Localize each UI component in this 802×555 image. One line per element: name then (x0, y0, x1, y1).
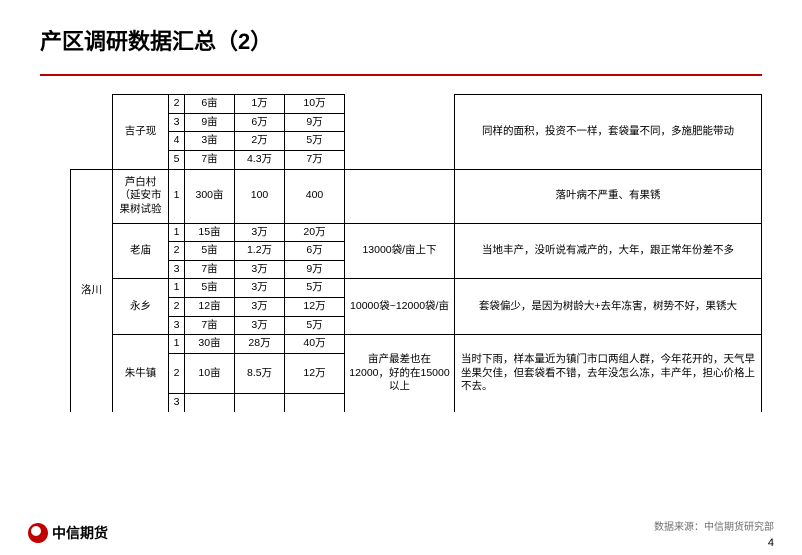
this-cell: 5万 (285, 132, 345, 151)
data-source-label: 数据来源：中信期货研究部 (654, 518, 774, 533)
last-cell: 3万 (235, 279, 285, 298)
note-cell: 同样的面积，投资不一样，套袋量不同，多施肥能带动 (455, 95, 762, 170)
area-cell: 7亩 (185, 150, 235, 169)
idx-cell: 3 (169, 316, 185, 335)
area-cell: 7亩 (185, 260, 235, 279)
this-cell: 40万 (285, 335, 345, 354)
idx-cell: 2 (169, 354, 185, 394)
bag-cell: 亩产最差也在12000，好的在15000以上 (345, 335, 455, 412)
last-cell: 3万 (235, 223, 285, 242)
idx-cell: 1 (169, 335, 185, 354)
area-cell: 12亩 (185, 298, 235, 317)
table-row: 洛川 芦白村（延安市果树试验 1 300亩 100 400 落叶病不严重、有果锈 (71, 169, 762, 223)
village-cell: 永乡 (113, 279, 169, 335)
survey-table: 吉子现 2 6亩 1万 10万 同样的面积，投资不一样，套袋量不同，多施肥能带动… (70, 94, 762, 412)
idx-cell: 3 (169, 113, 185, 132)
last-cell: 3万 (235, 260, 285, 279)
last-cell: 6万 (235, 113, 285, 132)
this-cell: 6万 (285, 242, 345, 261)
this-cell: 12万 (285, 354, 345, 394)
area-cell: 30亩 (185, 335, 235, 354)
last-cell: 4.3万 (235, 150, 285, 169)
area-cell: 9亩 (185, 113, 235, 132)
area-cell: 6亩 (185, 95, 235, 114)
idx-cell: 5 (169, 150, 185, 169)
village-cell: 朱牛镇 (113, 335, 169, 412)
this-cell: 7万 (285, 150, 345, 169)
bag-cell: 13000袋/亩上下 (345, 223, 455, 279)
table-row: 永乡 1 5亩 3万 5万 10000袋~12000袋/亩 套袋偏少，是因为树龄… (71, 279, 762, 298)
area-cell: 5亩 (185, 242, 235, 261)
region-cell (71, 95, 113, 170)
idx-cell: 2 (169, 242, 185, 261)
logo-icon (28, 523, 48, 543)
this-cell: 5万 (285, 279, 345, 298)
this-cell: 10万 (285, 95, 345, 114)
last-cell: 2万 (235, 132, 285, 151)
village-cell: 老庙 (113, 223, 169, 279)
idx-cell: 4 (169, 132, 185, 151)
idx-cell: 3 (169, 260, 185, 279)
idx-cell: 2 (169, 95, 185, 114)
this-cell (285, 394, 345, 412)
region-cell: 洛川 (71, 169, 113, 412)
village-cell: 吉子现 (113, 95, 169, 170)
last-cell: 3万 (235, 316, 285, 335)
last-cell: 8.5万 (235, 354, 285, 394)
last-cell: 100 (235, 169, 285, 223)
this-cell: 400 (285, 169, 345, 223)
table-row: 朱牛镇 1 30亩 28万 40万 亩产最差也在12000，好的在15000以上… (71, 335, 762, 354)
bag-cell (345, 169, 455, 223)
last-cell (235, 394, 285, 412)
note-cell: 落叶病不严重、有果锈 (455, 169, 762, 223)
data-table-container: 吉子现 2 6亩 1万 10万 同样的面积，投资不一样，套袋量不同，多施肥能带动… (0, 76, 802, 412)
area-cell (185, 394, 235, 412)
logo-text: 中信期货 (52, 523, 108, 543)
page-title: 产区调研数据汇总（2） (40, 24, 762, 56)
page-number: 4 (768, 537, 774, 549)
idx-cell: 3 (169, 394, 185, 412)
bag-cell: 10000袋~12000袋/亩 (345, 279, 455, 335)
last-cell: 1.2万 (235, 242, 285, 261)
this-cell: 12万 (285, 298, 345, 317)
last-cell: 1万 (235, 95, 285, 114)
this-cell: 9万 (285, 260, 345, 279)
last-cell: 28万 (235, 335, 285, 354)
last-cell: 3万 (235, 298, 285, 317)
note-cell: 当地丰产，没听说有减产的，大年，跟正常年份差不多 (455, 223, 762, 279)
area-cell: 10亩 (185, 354, 235, 394)
idx-cell: 1 (169, 223, 185, 242)
table-row: 吉子现 2 6亩 1万 10万 同样的面积，投资不一样，套袋量不同，多施肥能带动 (71, 95, 762, 114)
area-cell: 5亩 (185, 279, 235, 298)
note-cell: 套袋偏少，是因为树龄大+去年冻害，树势不好，果锈大 (455, 279, 762, 335)
bag-cell (345, 95, 455, 170)
note-cell: 当时下雨，样本量近为镇门市口两组人群，今年花开的，天气早坐果欠佳，但套袋看不错，… (455, 335, 762, 412)
this-cell: 9万 (285, 113, 345, 132)
area-cell: 3亩 (185, 132, 235, 151)
village-cell: 芦白村（延安市果树试验 (113, 169, 169, 223)
idx-cell: 1 (169, 169, 185, 223)
area-cell: 7亩 (185, 316, 235, 335)
idx-cell: 2 (169, 298, 185, 317)
idx-cell: 1 (169, 279, 185, 298)
area-cell: 15亩 (185, 223, 235, 242)
this-cell: 20万 (285, 223, 345, 242)
table-row: 老庙 1 15亩 3万 20万 13000袋/亩上下 当地丰产，没听说有减产的，… (71, 223, 762, 242)
area-cell: 300亩 (185, 169, 235, 223)
this-cell: 5万 (285, 316, 345, 335)
